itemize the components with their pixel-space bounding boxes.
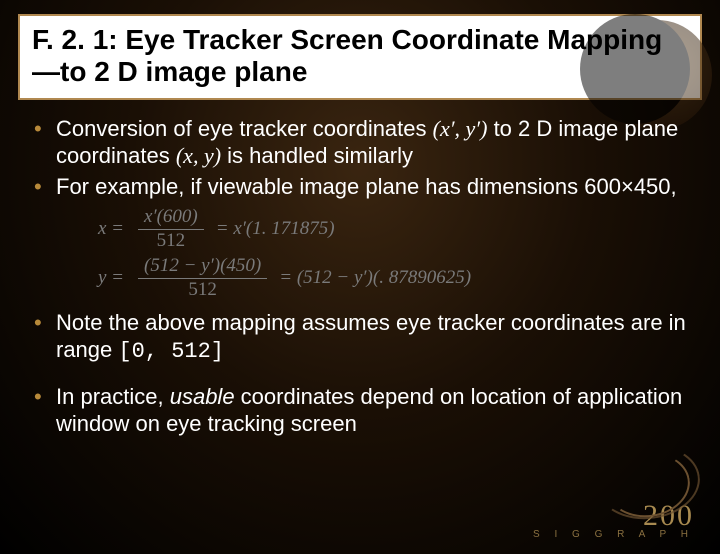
eq1-lhs: x = (98, 219, 124, 240)
bullet-4-usable: usable (170, 384, 235, 409)
logo-swoosh-icon (574, 471, 694, 515)
siggraph-logo: 200 S I G G R A P H (533, 471, 694, 540)
bullet-1-coords-prime: (x′, y′) (433, 116, 488, 141)
title-container: F. 2. 1: Eye Tracker Screen Coordinate M… (18, 14, 702, 100)
eq1-rhs: = x′(1. 171875) (216, 219, 335, 240)
eq1-fraction: x′(600) 512 (138, 207, 204, 252)
bullet-2-text: For example, if viewable image plane has… (56, 174, 677, 199)
bullet-1-coords: (x, y) (176, 143, 221, 168)
bullet-1-text-a: Conversion of eye tracker coordinates (56, 116, 433, 141)
logo-siggraph-text: S I G G R A P H (533, 529, 694, 540)
eq2-rhs: = (512 − y′)(. 87890625) (279, 268, 471, 289)
bullet-1: Conversion of eye tracker coordinates (x… (28, 116, 692, 170)
bullet-3: Note the above mapping assumes eye track… (28, 310, 692, 366)
slide-content: Conversion of eye tracker coordinates (x… (0, 106, 720, 437)
slide-title: F. 2. 1: Eye Tracker Screen Coordinate M… (32, 24, 688, 88)
eq1-numerator: x′(600) (138, 207, 204, 230)
equation-x: x = x′(600) 512 = x′(1. 171875) (98, 207, 692, 252)
eq1-denominator: 512 (157, 230, 186, 252)
bullet-1-text-c: is handled similarly (221, 143, 413, 168)
equations: x = x′(600) 512 = x′(1. 171875) y = (512… (98, 207, 692, 301)
bullet-3-range: [0, 512] (118, 339, 224, 364)
eq2-denominator: 512 (188, 279, 217, 301)
eq2-fraction: (512 − y′)(450) 512 (138, 256, 267, 301)
equation-y: y = (512 − y′)(450) 512 = (512 − y′)(. 8… (98, 256, 692, 301)
eq2-numerator: (512 − y′)(450) (138, 256, 267, 279)
eq2-lhs: y = (98, 268, 124, 289)
bullet-2: For example, if viewable image plane has… (28, 174, 692, 201)
bullet-4-text-a: In practice, (56, 384, 170, 409)
bullet-4: In practice, usable coordinates depend o… (28, 384, 692, 438)
